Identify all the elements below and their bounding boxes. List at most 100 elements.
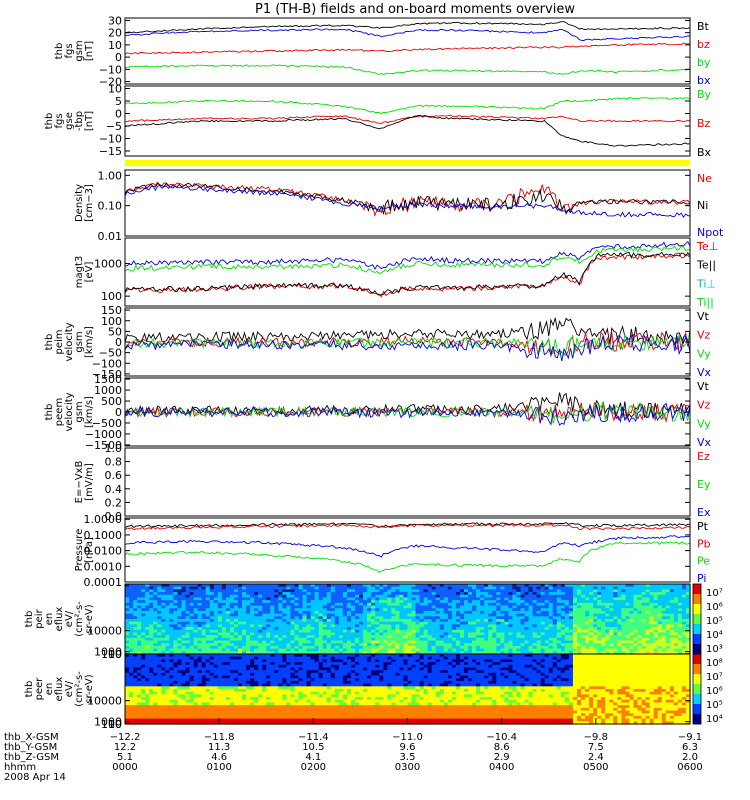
y-tick-label: 10 [108, 718, 122, 731]
bottom-row-label: thb_X-GSM [4, 732, 59, 743]
y-axis-label: thb [24, 611, 35, 628]
y-tick-label: 0.2 [105, 496, 123, 509]
y-tick-label: 10 [108, 648, 122, 661]
y-tick-label: 1000 [94, 384, 122, 397]
y-tick-label: −15 [99, 145, 122, 158]
y-axis-label: peem [54, 398, 65, 426]
y-tick-label: 0.01 [98, 230, 123, 243]
y-axis-label: sr-eV) [84, 674, 95, 703]
y-tick-label: 50 [108, 325, 122, 338]
y-tick-label: 0.0 [105, 510, 123, 523]
bottom-row-label: thb_Y-GSM [4, 742, 57, 753]
spectrogram-cells [125, 654, 691, 725]
legend-Vy: Vy [697, 347, 711, 360]
y-tick-label: 0 [115, 336, 122, 349]
bottom-tick-value: 11.3 [208, 742, 230, 753]
series-bz [124, 42, 691, 55]
bottom-tick-value: 0600 [677, 762, 702, 773]
y-tick-label: 10000 [87, 695, 122, 708]
y-axis-label: [km/s] [84, 326, 95, 358]
y-axis-label: fgs [54, 113, 65, 128]
y-tick-label: 1000 [94, 257, 122, 270]
series-lines [124, 521, 691, 574]
figure-title: P1 (TH-B) fields and on-board moments ov… [255, 2, 575, 17]
y-tick-label: 0 [115, 406, 122, 419]
y-tick-label: 0.0100 [84, 545, 123, 558]
y-axis-label: peir [34, 608, 45, 628]
panel-frame [124, 85, 691, 157]
y-axis-label: thb [44, 334, 55, 351]
series-Vt [124, 317, 691, 346]
y-axis-label: eV/ [64, 680, 75, 697]
y-axis-label: [nT] [84, 111, 95, 131]
y-tick-label: −100 [92, 357, 122, 370]
bottom-tick-value: 9.6 [400, 742, 416, 753]
series-Te⊥ [124, 252, 691, 298]
colorbar-tick-label: 10⁶ [706, 686, 723, 697]
legend-by: by [697, 56, 711, 69]
legend-Vx: Vx [697, 436, 712, 449]
y-axis-label: sr-eV) [84, 604, 95, 633]
y-tick-label: 0.6 [105, 469, 123, 482]
bottom-tick-value: −11.0 [392, 732, 423, 743]
y-tick-label: −20 [99, 76, 122, 89]
legend-Ex: Ex [697, 506, 711, 519]
y-tick-label: −5 [106, 120, 122, 133]
legend-Npot: Npot [697, 226, 724, 239]
panel-frame [124, 17, 691, 85]
series-lines [124, 97, 691, 147]
series-Pe [124, 541, 691, 574]
bottom-tick-value: 0000 [112, 762, 137, 773]
series-bx [124, 28, 691, 42]
legend-Pb: Pb [697, 537, 711, 550]
legend-Vy: Vy [697, 417, 711, 430]
series-Ne [124, 181, 691, 217]
bottom-tick-value: −11.8 [204, 732, 235, 743]
bottom-tick-value: 0300 [395, 762, 420, 773]
bottom-tick-value: 10.5 [302, 742, 324, 753]
y-tick-label: 1.0 [105, 442, 123, 455]
bottom-tick-value: −9.1 [678, 732, 702, 743]
y-tick-label: −150 [92, 368, 122, 381]
y-axis-label: gsm [74, 401, 85, 422]
series-Vx [124, 402, 691, 426]
series-by [124, 64, 691, 75]
y-tick-label: −1000 [85, 428, 122, 441]
y-axis-label: eflux [54, 607, 65, 632]
y-axis-label: (cm²-s- [74, 601, 85, 637]
y-axis-label: [eV] [84, 262, 95, 283]
y-tick-label: 0.4 [105, 483, 123, 496]
y-tick-label: 100 [101, 290, 122, 303]
y-tick-label: 0 [115, 108, 122, 121]
bottom-tick-value: 8.6 [494, 742, 510, 753]
yellow-strip [125, 160, 690, 166]
panel-7: 1.00.80.60.40.20.0 E=−VxB [mV/m] Ez Ey Ex [74, 442, 711, 523]
y-axis-label: thb [24, 681, 35, 698]
bottom-row-label: thb_Z-GSM [4, 752, 59, 763]
bottom-tick-value: −10.4 [486, 732, 517, 743]
y-tick-label: 10000 [87, 625, 122, 638]
legend-Ni: Ni [697, 199, 708, 212]
legend-Vz: Vz [697, 329, 711, 342]
series-By [124, 97, 691, 115]
y-axis-label: fgs [64, 43, 75, 58]
bottom-tick-value: 0400 [489, 762, 514, 773]
legend-Vt: Vt [697, 310, 710, 323]
y-tick-label: 20 [108, 27, 122, 40]
y-tick-label: 100 [101, 315, 122, 328]
bottom-tick-value: 0200 [301, 762, 326, 773]
bottom-row-label: hhmm [4, 762, 36, 773]
y-axis-label: -tbp [74, 111, 85, 131]
bottom-tick-value: 2.9 [494, 752, 510, 763]
bottom-tick-value: 4.1 [305, 752, 321, 763]
series-Pb [124, 523, 691, 531]
series-Bt [124, 21, 691, 34]
series-lines [124, 240, 691, 298]
y-tick-label: 10 [108, 39, 122, 52]
